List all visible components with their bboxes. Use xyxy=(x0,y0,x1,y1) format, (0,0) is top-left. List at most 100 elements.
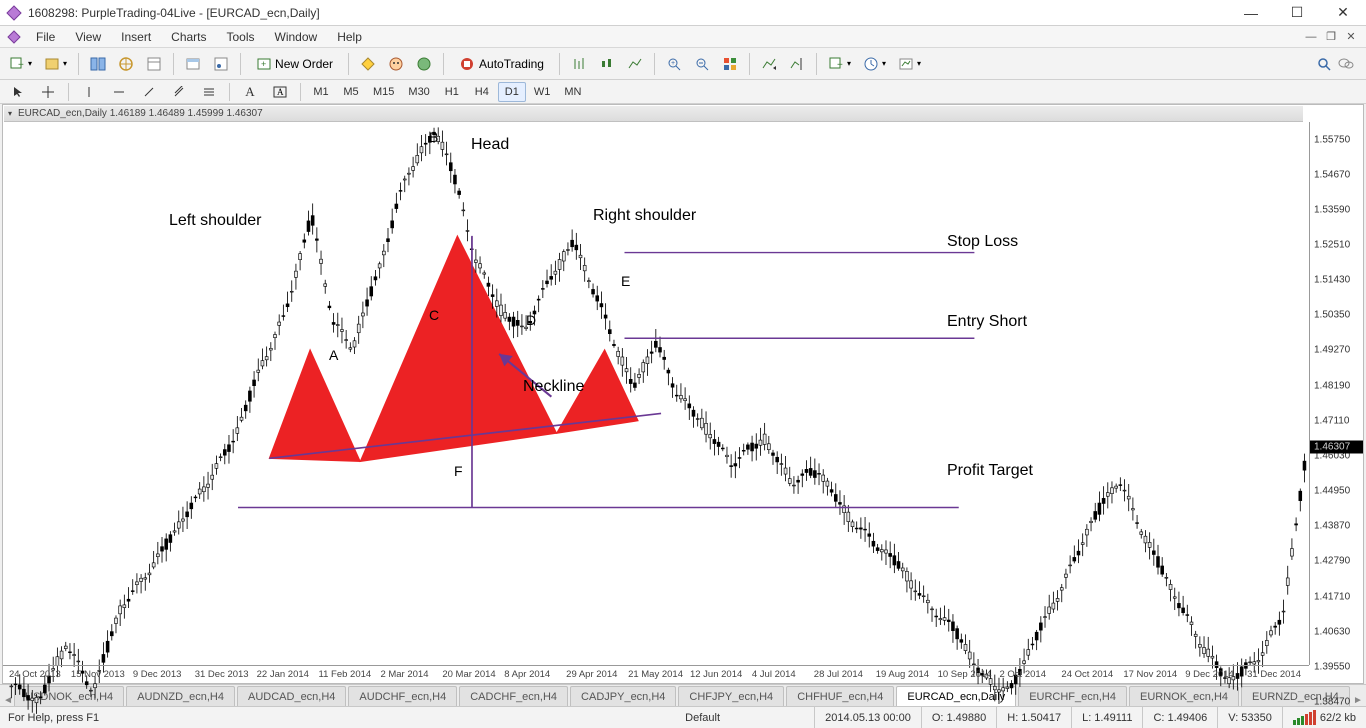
timeframe-w1[interactable]: W1 xyxy=(528,82,557,102)
timeframe-h4[interactable]: H4 xyxy=(468,82,496,102)
x-tick: 2 Mar 2014 xyxy=(380,669,442,680)
x-tick: 24 Oct 2013 xyxy=(9,669,71,680)
y-tick: 1.38470 xyxy=(1314,697,1350,708)
menu-tools[interactable]: Tools xyxy=(217,30,265,44)
text-button[interactable]: A xyxy=(236,82,264,102)
timeframe-mn[interactable]: MN xyxy=(558,82,587,102)
y-tick: 1.49270 xyxy=(1314,345,1350,356)
menu-view[interactable]: View xyxy=(65,30,111,44)
horizontal-line-button[interactable] xyxy=(105,82,133,102)
y-tick: 1.39550 xyxy=(1314,661,1350,672)
vertical-line-button[interactable] xyxy=(75,82,103,102)
trendline-button[interactable] xyxy=(135,82,163,102)
new-chart-button[interactable]: +▾ xyxy=(4,52,37,76)
point-a: A xyxy=(329,347,338,363)
menu-insert[interactable]: Insert xyxy=(111,30,161,44)
x-tick: 20 Mar 2014 xyxy=(442,669,504,680)
close-button[interactable]: ✕ xyxy=(1320,0,1366,26)
metaquotes-button[interactable] xyxy=(355,52,381,76)
chart-shift-button[interactable] xyxy=(784,52,810,76)
x-tick: 12 Jun 2014 xyxy=(690,669,752,680)
chart-canvas[interactable]: Left shoulder Head Right shoulder Neckli… xyxy=(3,122,1363,665)
x-tick: 15 Nov 2013 xyxy=(71,669,133,680)
chat-icon[interactable] xyxy=(1338,56,1354,72)
text-label-button[interactable]: A xyxy=(266,82,294,102)
timeframe-m30[interactable]: M30 xyxy=(402,82,435,102)
navigator-button[interactable] xyxy=(113,52,139,76)
window-title: 1608298: PurpleTrading-04Live - [EURCAD_… xyxy=(28,6,1228,20)
line-chart-button[interactable] xyxy=(622,52,648,76)
timeframe-m15[interactable]: M15 xyxy=(367,82,400,102)
timeframe-m5[interactable]: M5 xyxy=(337,82,365,102)
y-tick: 1.41710 xyxy=(1314,591,1350,602)
maximize-button[interactable]: ☐ xyxy=(1274,0,1320,26)
templates-button[interactable]: ▾ xyxy=(893,52,926,76)
svg-text:+: + xyxy=(671,60,675,67)
crosshair-button[interactable] xyxy=(34,82,62,102)
svg-text:A: A xyxy=(277,87,284,97)
x-tick: 9 Dec 2014 xyxy=(1185,669,1247,680)
chart-area[interactable]: ▾ EURCAD_ecn,Daily 1.46189 1.46489 1.459… xyxy=(2,104,1364,684)
x-tick: 28 Jul 2014 xyxy=(814,669,876,680)
bar-chart-button[interactable] xyxy=(566,52,592,76)
chart-collapse-icon[interactable]: ▾ xyxy=(8,109,12,118)
auto-trading-button[interactable]: AutoTrading xyxy=(450,52,553,76)
y-tick: 1.42790 xyxy=(1314,556,1350,567)
tile-windows-button[interactable] xyxy=(717,52,743,76)
current-price-label: 1.46307 xyxy=(1310,440,1363,453)
app-icon xyxy=(6,5,22,21)
menu-charts[interactable]: Charts xyxy=(161,30,216,44)
x-tick: 31 Dec 2014 xyxy=(1247,669,1309,680)
timeframe-m1[interactable]: M1 xyxy=(307,82,335,102)
x-tick: 8 Apr 2014 xyxy=(504,669,566,680)
stop-icon xyxy=(459,56,475,72)
data-window-button[interactable] xyxy=(141,52,167,76)
inner-restore-button[interactable]: ❐ xyxy=(1322,29,1340,45)
profiles-button[interactable]: ▾ xyxy=(39,52,72,76)
terminal-button[interactable] xyxy=(180,52,206,76)
timeframe-d1[interactable]: D1 xyxy=(498,82,526,102)
point-b: B xyxy=(429,129,438,145)
inner-minimize-button[interactable]: — xyxy=(1302,29,1320,45)
y-tick: 1.51430 xyxy=(1314,275,1350,286)
candlestick-button[interactable] xyxy=(594,52,620,76)
indicators-button[interactable]: +▾ xyxy=(823,52,856,76)
menu-window[interactable]: Window xyxy=(265,30,328,44)
search-icon[interactable] xyxy=(1316,56,1332,72)
x-tick: 2 Oct 2014 xyxy=(1000,669,1062,680)
chart-symbol-info: EURCAD_ecn,Daily 1.46189 1.46489 1.45999… xyxy=(18,108,263,119)
y-tick: 1.47110 xyxy=(1314,415,1349,426)
x-tick: 29 Apr 2014 xyxy=(566,669,628,680)
y-tick: 1.44950 xyxy=(1314,486,1350,497)
label-neckline: Neckline xyxy=(523,378,584,396)
auto-scroll-button[interactable] xyxy=(756,52,782,76)
x-tick: 19 Aug 2014 xyxy=(876,669,938,680)
point-c: C xyxy=(429,307,439,323)
periodicity-button[interactable]: ▾ xyxy=(858,52,891,76)
signals-button[interactable] xyxy=(411,52,437,76)
point-e: E xyxy=(621,273,630,289)
y-tick: 1.52510 xyxy=(1314,240,1350,251)
y-tick: 1.48190 xyxy=(1314,380,1350,391)
label-head: Head xyxy=(471,136,509,154)
menu-help[interactable]: Help xyxy=(327,30,372,44)
inner-close-button[interactable]: ✕ xyxy=(1342,29,1360,45)
minimize-button[interactable]: — xyxy=(1228,0,1274,26)
strategy-tester-button[interactable] xyxy=(208,52,234,76)
expert-advisors-button[interactable] xyxy=(383,52,409,76)
chart-y-axis: 1.557501.546701.535901.525101.514301.503… xyxy=(1309,122,1363,665)
y-tick: 1.43870 xyxy=(1314,521,1350,532)
label-stop-loss: Stop Loss xyxy=(947,233,1018,251)
timeframe-h1[interactable]: H1 xyxy=(438,82,466,102)
market-watch-button[interactable] xyxy=(85,52,111,76)
new-order-button[interactable]: +New Order xyxy=(247,52,342,76)
fibonacci-button[interactable] xyxy=(195,82,223,102)
zoom-out-button[interactable] xyxy=(689,52,715,76)
y-tick: 1.55750 xyxy=(1314,134,1350,145)
equidistant-button[interactable] xyxy=(165,82,193,102)
cursor-button[interactable] xyxy=(4,82,32,102)
title-bar: 1608298: PurpleTrading-04Live - [EURCAD_… xyxy=(0,0,1366,26)
zoom-in-button[interactable]: + xyxy=(661,52,687,76)
point-d: D xyxy=(526,312,536,328)
menu-file[interactable]: File xyxy=(26,30,65,44)
